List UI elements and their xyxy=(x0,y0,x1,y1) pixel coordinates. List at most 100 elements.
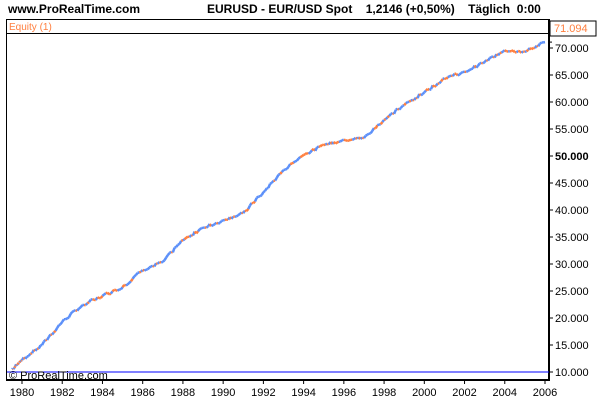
x-tick-label: 1988 xyxy=(171,387,195,399)
equity-segment xyxy=(440,78,444,83)
x-tick-label: 1998 xyxy=(372,387,396,399)
y-tick-label: 45.000 xyxy=(555,178,589,190)
equity-segment xyxy=(371,127,376,132)
equity-segment xyxy=(215,221,219,225)
equity-segment xyxy=(20,359,23,362)
equity-segment xyxy=(129,278,134,282)
equity-segment xyxy=(67,313,72,318)
equity-segment xyxy=(390,112,394,116)
equity-segment xyxy=(126,281,131,286)
y-tick-label: 25.000 xyxy=(555,286,589,298)
equity-segment xyxy=(197,228,201,233)
equity-segment xyxy=(369,130,374,135)
equity-segment xyxy=(59,321,64,325)
equity-segment xyxy=(383,118,387,121)
equity-segment xyxy=(536,44,539,48)
equity-segment xyxy=(479,61,482,65)
equity-segment xyxy=(51,331,55,336)
equity-segment xyxy=(334,141,338,145)
equity-segment xyxy=(142,268,145,272)
equity-segment xyxy=(490,55,494,59)
equity-segment xyxy=(46,336,50,341)
x-tick-label: 1984 xyxy=(90,387,114,399)
equity-segment xyxy=(146,266,151,271)
equity-segment xyxy=(515,49,519,54)
equity-segment xyxy=(255,195,260,199)
equity-segment xyxy=(69,311,74,315)
equity-segment xyxy=(116,288,121,292)
equity-segment xyxy=(230,215,235,220)
x-tick-label: 1982 xyxy=(50,387,74,399)
equity-segment xyxy=(235,214,240,218)
equity-segment xyxy=(224,218,227,222)
equity-segment xyxy=(148,265,152,269)
equity-segment xyxy=(108,292,112,296)
equity-segment xyxy=(356,136,360,140)
equity-segment xyxy=(75,308,78,312)
equity-segment xyxy=(105,291,108,295)
y-tick-label: 20.000 xyxy=(555,313,589,325)
y-tick-label: 10.000 xyxy=(555,367,589,379)
equity-segment xyxy=(166,252,171,256)
equity-segment xyxy=(392,109,397,115)
equity-segment xyxy=(426,87,431,91)
equity-segment xyxy=(128,280,132,284)
equity-segment xyxy=(483,59,488,63)
equity-segment xyxy=(348,138,352,142)
equity-segment xyxy=(307,151,312,155)
equity-segment xyxy=(42,339,47,343)
equity-segment xyxy=(125,283,129,287)
equity-segment xyxy=(92,298,95,301)
equity-segment xyxy=(512,49,516,54)
equity-segment xyxy=(133,273,137,278)
equity-segment xyxy=(435,82,439,87)
equity-segment xyxy=(96,296,100,300)
equity-segment xyxy=(277,172,281,176)
equity-segment xyxy=(499,51,502,55)
equity-segment xyxy=(11,367,14,371)
equity-segment xyxy=(101,293,105,297)
equity-segment xyxy=(345,138,348,143)
equity-segment xyxy=(161,259,166,263)
equity-segment xyxy=(475,65,479,69)
equity-segment xyxy=(123,283,127,287)
equity-segment xyxy=(413,96,417,101)
x-tick-label: 2004 xyxy=(493,387,517,399)
equity-segment xyxy=(358,136,362,140)
equity-segment xyxy=(53,329,57,334)
equity-segment xyxy=(259,194,263,198)
equity-segment xyxy=(374,124,379,130)
equity-segment xyxy=(421,91,426,96)
equity-segment xyxy=(388,113,392,117)
equity-segment xyxy=(269,181,273,185)
plot-frame xyxy=(6,19,550,381)
equity-segment xyxy=(309,149,313,154)
equity-segment xyxy=(529,47,533,51)
equity-segment xyxy=(428,88,432,92)
equity-segment xyxy=(332,141,337,145)
y-tick-label: 70.000 xyxy=(555,43,589,55)
equity-segment xyxy=(502,49,506,53)
equity-segment xyxy=(165,254,169,259)
equity-segment xyxy=(510,49,514,53)
equity-segment xyxy=(537,42,542,47)
equity-segment xyxy=(423,89,427,94)
equity-segment xyxy=(37,344,42,350)
equity-segment xyxy=(138,270,142,274)
equity-segment xyxy=(27,352,32,357)
equity-segment xyxy=(33,348,37,352)
equity-segment xyxy=(15,363,18,366)
equity-segment xyxy=(178,240,183,245)
equity-segment xyxy=(520,50,525,54)
equity-segment xyxy=(262,189,266,194)
equity-segment xyxy=(284,167,288,171)
equity-segment xyxy=(103,292,107,296)
equity-segment xyxy=(66,316,70,320)
y-tick-label: 15.000 xyxy=(555,340,589,352)
x-tick-label: 1990 xyxy=(211,387,235,399)
equity-segment xyxy=(24,355,29,360)
equity-segment xyxy=(252,200,256,205)
equity-segment xyxy=(58,323,62,327)
y-tick-label: 35.000 xyxy=(555,232,589,244)
